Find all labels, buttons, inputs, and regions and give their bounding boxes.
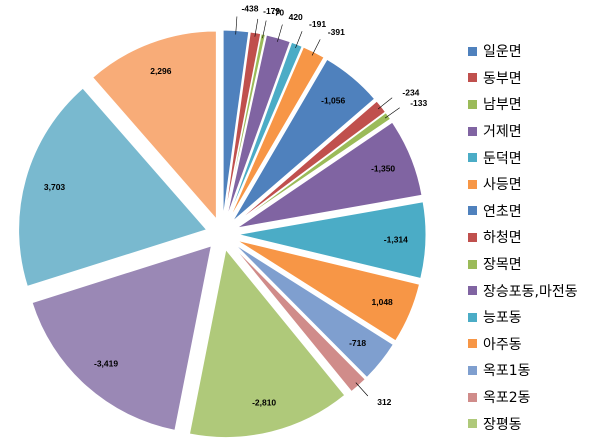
legend: 일운면 동부면 남부면 거제면 둔덕면 사등면 연초면 하청면 장목면 장승포동… — [468, 38, 578, 437]
legend-swatch — [468, 259, 477, 269]
leader-line — [384, 107, 400, 119]
legend-swatch — [468, 179, 477, 189]
slice-data-label: -179 — [263, 6, 280, 16]
slice-data-label: -1,314 — [384, 234, 408, 244]
slice-data-label: 3,703 — [44, 182, 66, 192]
legend-item: 장목면 — [468, 251, 578, 278]
pie-slice — [91, 30, 217, 221]
pie-slice — [231, 58, 376, 223]
legend-item: 일운면 — [468, 38, 578, 65]
leader-line — [311, 39, 321, 56]
legend-item: 옥포2동 — [468, 384, 578, 411]
slice-data-label: 1,048 — [372, 297, 394, 307]
slice-data-label: -2,810 — [252, 398, 276, 408]
leader-line — [277, 24, 283, 42]
legend-item: 하청면 — [468, 224, 578, 251]
pie-slice — [236, 121, 423, 229]
legend-swatch — [468, 392, 477, 402]
legend-swatch — [468, 365, 477, 375]
legend-swatch — [468, 286, 477, 296]
legend-swatch — [468, 232, 477, 242]
legend-label: 장평동 — [483, 416, 522, 433]
legend-item: 연초면 — [468, 198, 578, 225]
legend-swatch — [468, 419, 477, 429]
slice-data-label: 312 — [377, 397, 391, 407]
leader-line — [377, 97, 393, 110]
legend-swatch — [468, 46, 477, 56]
slice-data-label: -133 — [410, 98, 427, 108]
pie-slice — [31, 245, 212, 431]
legend-item: 옥포1동 — [468, 357, 578, 384]
slice-data-label: -438 — [241, 4, 258, 14]
legend-item: 거제면 — [468, 118, 578, 145]
slice-data-label: -191 — [309, 19, 326, 29]
legend-label: 일운면 — [483, 44, 522, 61]
slice-data-label: -70 — [272, 8, 285, 18]
legend-swatch — [468, 339, 477, 349]
slice-data-label: 420 — [289, 12, 303, 22]
pie-slice — [237, 201, 427, 280]
legend-item: 사등면 — [468, 171, 578, 198]
legend-label: 둔덕면 — [483, 150, 522, 167]
legend-item: 동부면 — [468, 65, 578, 92]
slice-data-label: -1,350 — [371, 164, 395, 174]
legend-label: 능포동 — [483, 310, 522, 327]
legend-label: 장목면 — [483, 257, 522, 274]
legend-item: 아주동 — [468, 331, 578, 358]
pie-slice — [234, 243, 395, 379]
legend-label: 연초면 — [483, 203, 522, 220]
slice-data-label: -1,056 — [321, 95, 345, 105]
leader-line — [355, 382, 369, 397]
leader-line — [295, 31, 303, 49]
slice-data-label: -391 — [328, 27, 345, 37]
pie-slice — [18, 87, 208, 287]
legend-swatch — [468, 312, 477, 322]
legend-swatch — [468, 99, 477, 109]
slice-data-label: -718 — [349, 338, 366, 348]
slice-data-label: -3,419 — [94, 359, 118, 369]
legend-label: 옥포1동 — [483, 363, 531, 380]
legend-item: 남부면 — [468, 91, 578, 118]
leader-line — [262, 20, 267, 39]
legend-label: 남부면 — [483, 97, 522, 114]
legend-swatch — [468, 153, 477, 163]
legend-label: 동부면 — [483, 70, 522, 87]
legend-label: 장승포동,마전동 — [483, 283, 578, 300]
legend-item: 능포동 — [468, 304, 578, 331]
legend-label: 사등면 — [483, 177, 522, 194]
slice-data-label: 2,296 — [150, 66, 172, 76]
leader-line — [235, 16, 238, 35]
legend-label: 하청면 — [483, 230, 522, 247]
legend-item: 장평동 — [468, 410, 578, 437]
legend-label: 옥포2동 — [483, 390, 531, 407]
leader-line — [254, 18, 259, 37]
pie-slice — [188, 248, 346, 438]
legend-item: 둔덕면 — [468, 144, 578, 171]
pie-slice — [236, 239, 421, 342]
legend-label: 거제면 — [483, 124, 522, 141]
legend-label: 아주동 — [483, 336, 522, 353]
slice-data-label: -234 — [402, 88, 419, 98]
legend-swatch — [468, 206, 477, 216]
legend-swatch — [468, 126, 477, 136]
legend-item: 장승포동,마전동 — [468, 277, 578, 304]
legend-swatch — [468, 73, 477, 83]
